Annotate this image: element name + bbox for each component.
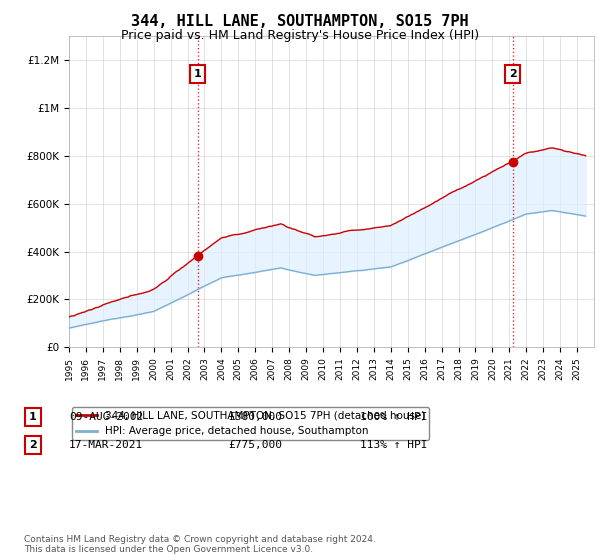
Text: 344, HILL LANE, SOUTHAMPTON, SO15 7PH: 344, HILL LANE, SOUTHAMPTON, SO15 7PH	[131, 14, 469, 29]
Text: Contains HM Land Registry data © Crown copyright and database right 2024.
This d: Contains HM Land Registry data © Crown c…	[24, 535, 376, 554]
Text: Price paid vs. HM Land Registry's House Price Index (HPI): Price paid vs. HM Land Registry's House …	[121, 29, 479, 42]
Text: 1: 1	[29, 412, 37, 422]
Text: 100% ↑ HPI: 100% ↑ HPI	[360, 412, 427, 422]
Text: 1: 1	[194, 69, 202, 79]
Text: £380,000: £380,000	[228, 412, 282, 422]
Text: 113% ↑ HPI: 113% ↑ HPI	[360, 440, 427, 450]
Legend: 344, HILL LANE, SOUTHAMPTON, SO15 7PH (detached house), HPI: Average price, deta: 344, HILL LANE, SOUTHAMPTON, SO15 7PH (d…	[71, 407, 430, 440]
Text: 2: 2	[29, 440, 37, 450]
Text: £775,000: £775,000	[228, 440, 282, 450]
Text: 2: 2	[509, 69, 517, 79]
Text: 09-AUG-2002: 09-AUG-2002	[69, 412, 143, 422]
Text: 17-MAR-2021: 17-MAR-2021	[69, 440, 143, 450]
